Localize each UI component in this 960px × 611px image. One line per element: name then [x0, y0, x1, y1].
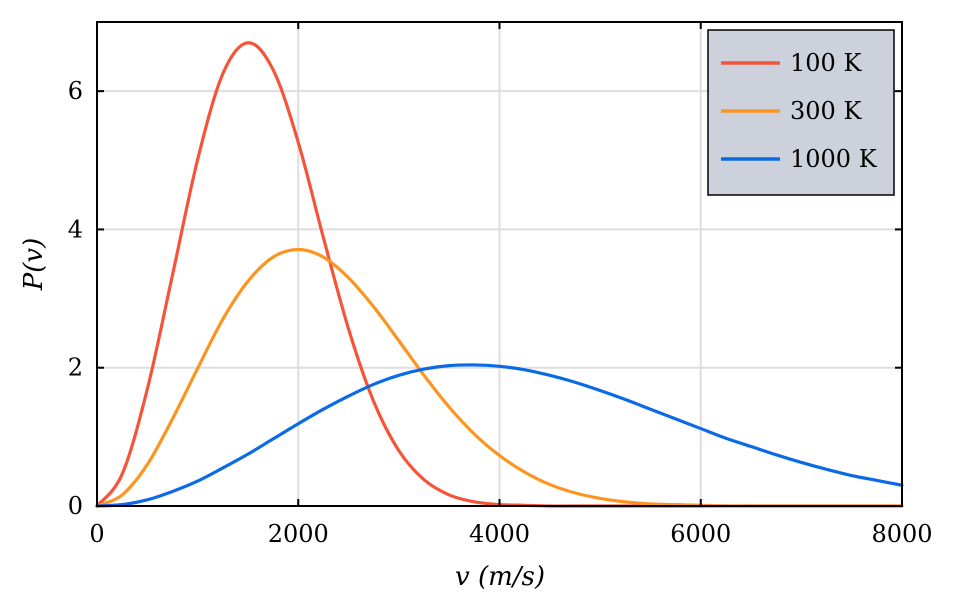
series-line-1000-k — [95, 363, 904, 508]
y-tick-label: 4 — [68, 215, 83, 243]
x-tick-label: 6000 — [670, 520, 731, 548]
legend-label: 1000 K — [790, 145, 878, 173]
x-tick-label: 0 — [89, 520, 104, 548]
x-tick-label: 8000 — [871, 520, 932, 548]
y-axis-title: P(v) — [19, 238, 49, 291]
x-axis-title: v (m/s) — [455, 562, 545, 592]
grid-lines — [97, 22, 902, 506]
y-tick-label: 0 — [68, 492, 83, 520]
y-tick-label: 2 — [68, 354, 83, 382]
legend: 100 K 300 K 1000 K — [707, 29, 895, 196]
legend-label: 300 K — [790, 97, 862, 125]
x-tick-label: 2000 — [268, 520, 329, 548]
y-tick-label: 6 — [68, 77, 83, 105]
legend-label: 100 K — [790, 49, 862, 77]
axis-ticks: 0 2000 4000 6000 8000 0 2 4 6 — [68, 22, 933, 548]
x-tick-label: 4000 — [469, 520, 530, 548]
